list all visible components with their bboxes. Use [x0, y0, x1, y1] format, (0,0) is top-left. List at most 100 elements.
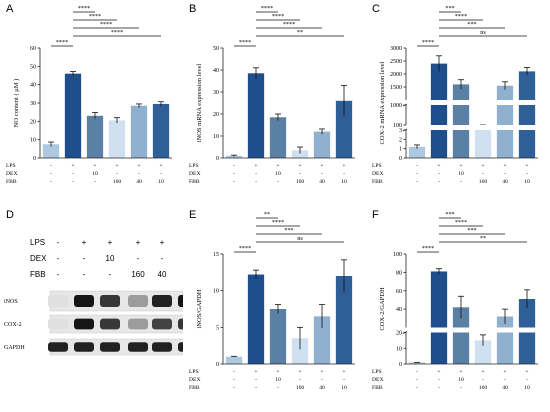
treatment-value: -	[460, 385, 462, 391]
treatment-value: -	[233, 369, 235, 375]
y-tick-label: 1000	[390, 103, 402, 109]
y-tick-label: 10	[396, 346, 402, 352]
y-tick-label: 1500	[390, 85, 402, 91]
treatment-row-label: DEX	[189, 377, 201, 383]
treatment-value: 40	[502, 179, 508, 185]
y-tick-label: 15	[213, 252, 219, 258]
treatment-value: -	[343, 171, 345, 177]
y-tick-label: 5	[216, 325, 219, 331]
treatment-value: -	[138, 171, 140, 177]
blot-band	[178, 295, 183, 307]
treatment-value: -	[233, 171, 235, 177]
significance-label: **	[297, 29, 303, 36]
significance-label: ****	[89, 13, 101, 20]
treatment-row-label: FBB	[6, 179, 17, 185]
treatment-value: +	[93, 163, 96, 169]
bar	[518, 71, 536, 158]
significance-label: ***	[467, 21, 476, 28]
treatment-value: +	[159, 163, 162, 169]
treatment-value: 160	[296, 179, 305, 185]
treatment-value: -	[94, 179, 96, 185]
y-tick-label: 0	[399, 362, 402, 368]
bar	[430, 271, 448, 364]
treatment-value: -	[50, 171, 52, 177]
y-tick-label: 10	[213, 289, 219, 295]
y-tick-label: 20	[30, 119, 36, 125]
treatment-value: 160	[479, 179, 488, 185]
significance-label: ***	[467, 227, 476, 234]
treatment-value: -	[438, 171, 440, 177]
y-tick-label: 10	[213, 134, 219, 140]
treatment-value: -	[255, 385, 257, 391]
western-blot-D: DLPS-+++++DEX--10---FBB---1604010iNOS131…	[4, 209, 183, 356]
blot-band	[100, 295, 120, 307]
bar	[86, 115, 104, 158]
treatment-row-label: FBB	[189, 385, 200, 391]
treatment-value: -	[482, 377, 484, 383]
bar	[335, 276, 353, 364]
treatment-value: -	[50, 163, 52, 169]
treatment-row-label: LPS	[372, 163, 382, 169]
treatment-value: -	[438, 385, 440, 391]
bar	[225, 356, 243, 364]
bar	[269, 309, 287, 364]
panel-label: E	[189, 209, 196, 221]
treatment-value: +	[320, 163, 323, 169]
treatment-value: 40	[319, 179, 325, 185]
blot-band	[74, 318, 94, 330]
treatment-row-label: DEX	[189, 171, 201, 177]
treatment-value: -	[116, 171, 118, 177]
treatment-value: -	[526, 377, 528, 383]
panel-label: C	[372, 3, 380, 15]
significance-label: ns	[297, 235, 303, 242]
treatment-value: +	[115, 163, 118, 169]
significance-label: ns	[480, 29, 486, 36]
bar	[430, 63, 448, 158]
treatment-value: -	[526, 171, 528, 177]
treatment-value: +	[525, 369, 528, 375]
y-tick-label: 50	[213, 46, 219, 52]
significance-label: ****	[272, 219, 284, 226]
treatment-value: +	[481, 369, 484, 375]
treatment-value: +	[276, 369, 279, 375]
treatment-row-label: DEX	[372, 171, 384, 177]
blot-condition-value: +	[136, 238, 141, 247]
treatment-value: 160	[296, 385, 305, 391]
treatment-value: +	[342, 369, 345, 375]
bar	[269, 117, 287, 158]
treatment-value: -	[277, 385, 279, 391]
treatment-row-label: LPS	[6, 163, 16, 169]
blot-condition-value: +	[160, 238, 165, 247]
blot-condition-value: -	[57, 254, 60, 263]
treatment-value: 10	[158, 179, 164, 185]
treatment-value: -	[438, 377, 440, 383]
treatment-value: -	[504, 171, 506, 177]
y-tick-label: 2500	[390, 59, 402, 65]
significance-label: ***	[445, 5, 454, 12]
treatment-value: -	[416, 171, 418, 177]
panel-label: D	[6, 209, 14, 221]
treatment-row-label: FBB	[372, 385, 383, 391]
treatment-value: -	[255, 171, 257, 177]
treatment-value: +	[276, 163, 279, 169]
blot-condition-value: +	[108, 238, 113, 247]
bar	[64, 73, 82, 158]
treatment-value: +	[437, 369, 440, 375]
protein-name: iNOS	[4, 299, 18, 305]
treatment-value: -	[255, 179, 257, 185]
significance-label: ****	[272, 13, 284, 20]
blot-condition-label: FBB	[30, 270, 46, 279]
treatment-row-label: FBB	[372, 179, 383, 185]
significance-label: ****	[56, 39, 68, 46]
treatment-value: +	[503, 163, 506, 169]
y-axis-label: iNOS/GAPDH	[196, 289, 203, 328]
bar	[108, 120, 126, 158]
significance-label: ****	[78, 5, 90, 12]
treatment-value: 160	[479, 385, 488, 391]
y-tick-label: 50	[30, 64, 36, 70]
blot-band	[48, 318, 68, 330]
significance-label: **	[264, 211, 270, 218]
treatment-value: -	[233, 385, 235, 391]
treatment-value: -	[321, 171, 323, 177]
